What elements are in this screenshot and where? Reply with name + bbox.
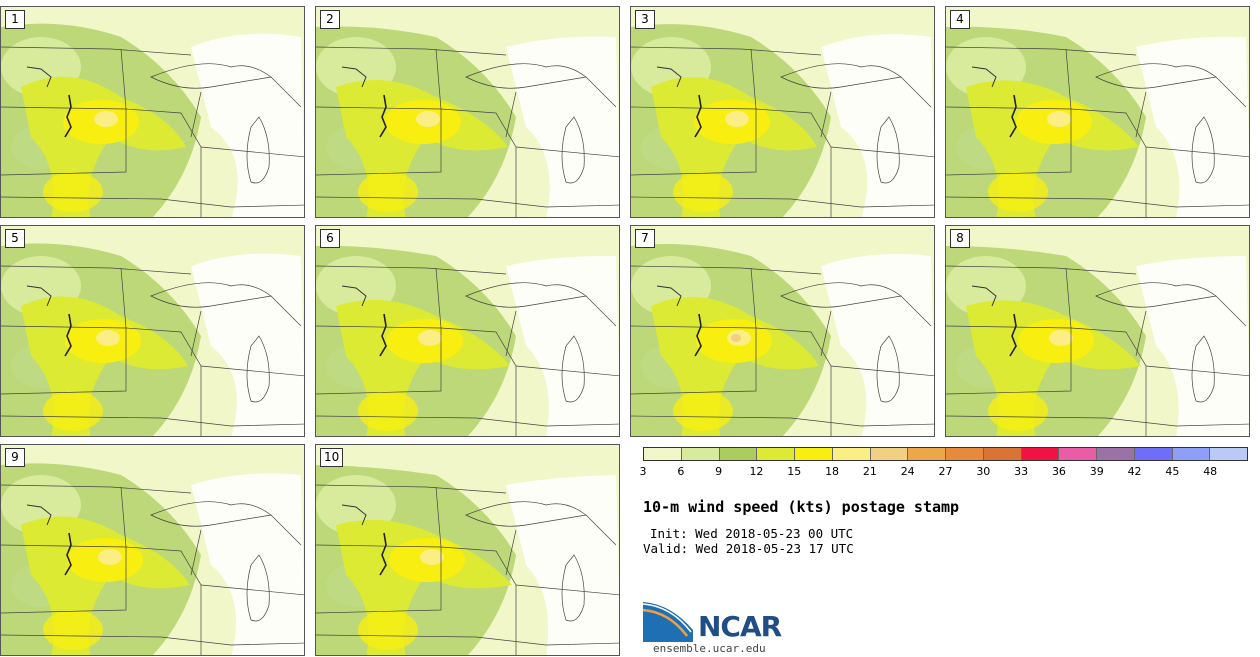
colorbar-tick-label: 18 xyxy=(825,465,840,478)
valid-time: Valid: Wed 2018-05-23 17 UTC xyxy=(643,541,854,556)
colorbar-segment xyxy=(1210,448,1247,460)
ensemble-member-panel: 4 xyxy=(945,6,1250,218)
colorbar-tick-label: 24 xyxy=(900,465,915,478)
product-title: 10-m wind speed (kts) postage stamp xyxy=(643,498,960,516)
ensemble-member-panel: 10 xyxy=(315,444,620,656)
member-number-label: 10 xyxy=(320,448,344,467)
colorbar-segment xyxy=(719,448,758,460)
colorbar-tick-label: 45 xyxy=(1165,465,1180,478)
colorbar-tick-label: 33 xyxy=(1014,465,1029,478)
member-number-label: 9 xyxy=(5,448,25,467)
colorbar-segment xyxy=(870,448,909,460)
colorbar-segment xyxy=(1059,448,1097,460)
colorbar-tick-label: 15 xyxy=(787,465,802,478)
wind-speed-map xyxy=(631,7,934,217)
member-number-label: 2 xyxy=(320,10,340,29)
member-number-label: 5 xyxy=(5,229,25,248)
colorbar-segment xyxy=(681,448,720,460)
ensemble-member-panel: 6 xyxy=(315,225,620,437)
wind-speed-map xyxy=(946,226,1249,436)
wind-speed-map xyxy=(1,445,304,655)
ensemble-member-panel: 7 xyxy=(630,225,935,437)
init-time: Init: Wed 2018-05-23 00 UTC xyxy=(650,526,854,541)
colorbar-tick-label: 36 xyxy=(1051,465,1066,478)
colorbar-tick-label: 27 xyxy=(938,465,953,478)
member-number-label: 8 xyxy=(950,229,970,248)
wind-speed-map xyxy=(1,7,304,217)
colorbar-tick-label: 9 xyxy=(715,465,723,478)
member-number-label: 1 xyxy=(5,10,25,29)
colorbar-tick-label: 3 xyxy=(639,465,647,478)
colorbar-tick-label: 21 xyxy=(862,465,877,478)
colorbar-segment xyxy=(1097,448,1135,460)
wind-speed-map xyxy=(316,7,619,217)
ncar-logo-icon xyxy=(643,602,693,642)
colorbar-segment xyxy=(946,448,984,460)
ensemble-member-panel: 1 xyxy=(0,6,305,218)
ensemble-member-panel: 5 xyxy=(0,225,305,437)
colorbar-segment xyxy=(644,448,682,460)
colorbar-segment xyxy=(757,448,795,460)
wind-speed-map xyxy=(1,226,304,436)
member-number-label: 4 xyxy=(950,10,970,29)
colorbar-segment xyxy=(1021,448,1060,460)
wind-speed-map xyxy=(316,445,619,655)
ncar-logo-text: NCAR xyxy=(698,610,782,643)
colorbar-tick-label: 30 xyxy=(976,465,991,478)
colorbar-tick-label: 6 xyxy=(677,465,685,478)
site-url: ensemble.ucar.edu xyxy=(653,642,766,655)
colorbar-segment xyxy=(908,448,946,460)
colorbar-segment xyxy=(1134,448,1173,460)
member-number-label: 3 xyxy=(635,10,655,29)
member-number-label: 6 xyxy=(320,229,340,248)
wind-speed-map xyxy=(946,7,1249,217)
colorbar-tick-labels: 3 6 9 12 15 18 21 24 27 30 33 36 39 42 45 48 xyxy=(639,465,1248,481)
colorbar-tick-label: 12 xyxy=(749,465,764,478)
colorbar-segment xyxy=(832,448,871,460)
ensemble-member-panel: 3 xyxy=(630,6,935,218)
wind-speed-map xyxy=(316,226,619,436)
colorbar-segment xyxy=(983,448,1022,460)
colorbar-tick-label: 48 xyxy=(1203,465,1218,478)
member-number-label: 7 xyxy=(635,229,655,248)
colorbar-segment xyxy=(795,448,833,460)
colorbar-tick-label: 39 xyxy=(1089,465,1104,478)
wind-speed-map xyxy=(631,226,934,436)
wind-speed-colorbar xyxy=(643,447,1248,461)
colorbar-tick-label: 42 xyxy=(1127,465,1142,478)
colorbar-segment xyxy=(1172,448,1211,460)
ensemble-member-panel: 8 xyxy=(945,225,1250,437)
ensemble-member-panel: 9 xyxy=(0,444,305,656)
ensemble-member-panel: 2 xyxy=(315,6,620,218)
